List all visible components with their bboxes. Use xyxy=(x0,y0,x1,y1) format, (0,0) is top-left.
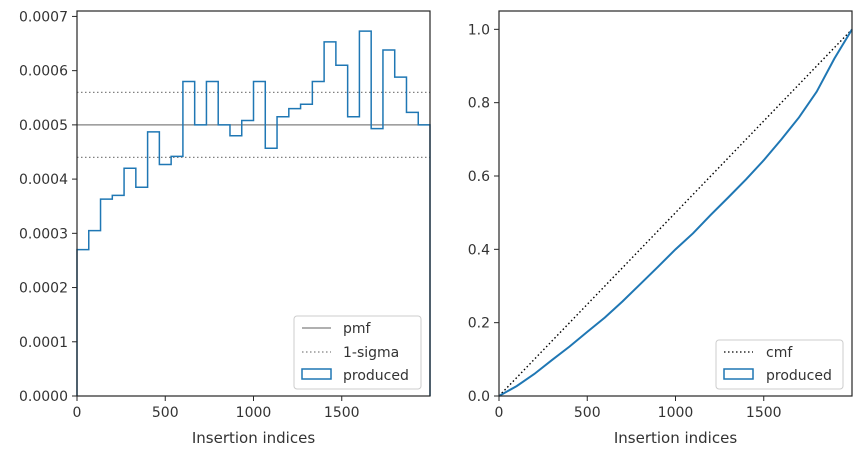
x-tick-label: 1500 xyxy=(324,405,360,421)
y-tick-label: 0.6 xyxy=(468,169,490,185)
left-legend: pmf 1-sigma produced xyxy=(293,315,422,390)
legend-produced-swatch-right xyxy=(723,368,754,380)
produced-step-series xyxy=(76,30,431,396)
y-tick-label: 1.0 xyxy=(468,22,490,38)
y-tick-label: 0.8 xyxy=(468,96,490,112)
left-legend-box xyxy=(293,315,422,390)
legend-produced-label-right: produced xyxy=(766,368,832,384)
right-legend: cmf produced xyxy=(715,339,844,390)
y-tick-label: 0.0006 xyxy=(19,64,68,80)
y-tick-label: 0.2 xyxy=(468,316,490,332)
y-tick-label: 0.0000 xyxy=(19,389,68,405)
y-tick-label: 0.0004 xyxy=(19,172,68,188)
right-x-axis-label: Insertion indices xyxy=(614,429,737,447)
y-tick-label: 0.0003 xyxy=(19,226,68,242)
x-tick-label: 1500 xyxy=(746,405,782,421)
x-tick-label: 500 xyxy=(574,405,601,421)
produced-cumulative-line xyxy=(498,28,853,397)
legend-produced-swatch xyxy=(301,368,332,380)
left-x-axis-label: Insertion indices xyxy=(192,429,315,447)
y-tick-label: 0.0002 xyxy=(19,281,68,297)
x-tick-label: 1000 xyxy=(658,405,694,421)
x-tick-label: 0 xyxy=(73,405,82,421)
cmf-line xyxy=(498,28,853,397)
y-tick-label: 0.0 xyxy=(468,389,490,405)
right-legend-box xyxy=(715,339,844,390)
cmf-chart: 0 500 1000 1500 0.0 0.2 0.4 0.6 0.8 1.0 Insertion… xyxy=(468,10,853,447)
x-tick-label: 500 xyxy=(152,405,179,421)
y-tick-label: 0.0001 xyxy=(19,335,68,351)
legend-cmf-label: cmf xyxy=(766,345,793,361)
pmf-chart: 0 500 1000 1500 0.0000 0.0001 0.0002 0.0003 0.00… xyxy=(19,9,431,447)
x-tick-label: 0 xyxy=(495,405,504,421)
left-plot-frame xyxy=(76,10,431,397)
x-tick-label: 1000 xyxy=(236,405,272,421)
y-tick-label: 0.4 xyxy=(468,242,490,258)
legend-sigma-label: 1-sigma xyxy=(343,345,399,361)
legend-pmf-label: pmf xyxy=(343,321,372,337)
right-plot-frame xyxy=(498,10,853,397)
y-tick-label: 0.0005 xyxy=(19,118,68,134)
legend-produced-label: produced xyxy=(343,368,409,384)
y-tick-label: 0.0007 xyxy=(19,9,68,25)
